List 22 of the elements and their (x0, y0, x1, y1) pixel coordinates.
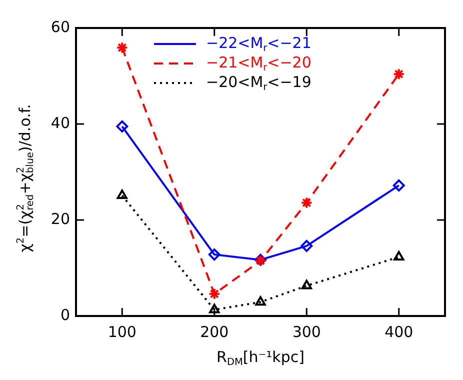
y-tick-label: 0 (60, 306, 70, 324)
point (116, 120, 128, 132)
x-tick-label: 400 (384, 322, 414, 341)
point (116, 42, 128, 54)
point (394, 250, 404, 260)
point (116, 190, 128, 200)
x-tick-label: 300 (292, 322, 321, 341)
point (255, 296, 266, 306)
point (209, 304, 220, 314)
point (301, 280, 312, 290)
text: χ2=(χred2+χblue2)/d.o.f. (15, 104, 36, 252)
point (300, 240, 313, 252)
point (392, 179, 405, 192)
point (392, 68, 405, 80)
x-tick-label: 100 (108, 322, 136, 341)
y-tick-label: 20 (50, 210, 70, 228)
y-tick-label: 40 (50, 114, 70, 132)
y-tick-label: 60 (50, 18, 70, 36)
point (300, 196, 313, 209)
point (208, 248, 220, 261)
x-tick-label: 200 (200, 322, 229, 341)
point (208, 288, 220, 300)
